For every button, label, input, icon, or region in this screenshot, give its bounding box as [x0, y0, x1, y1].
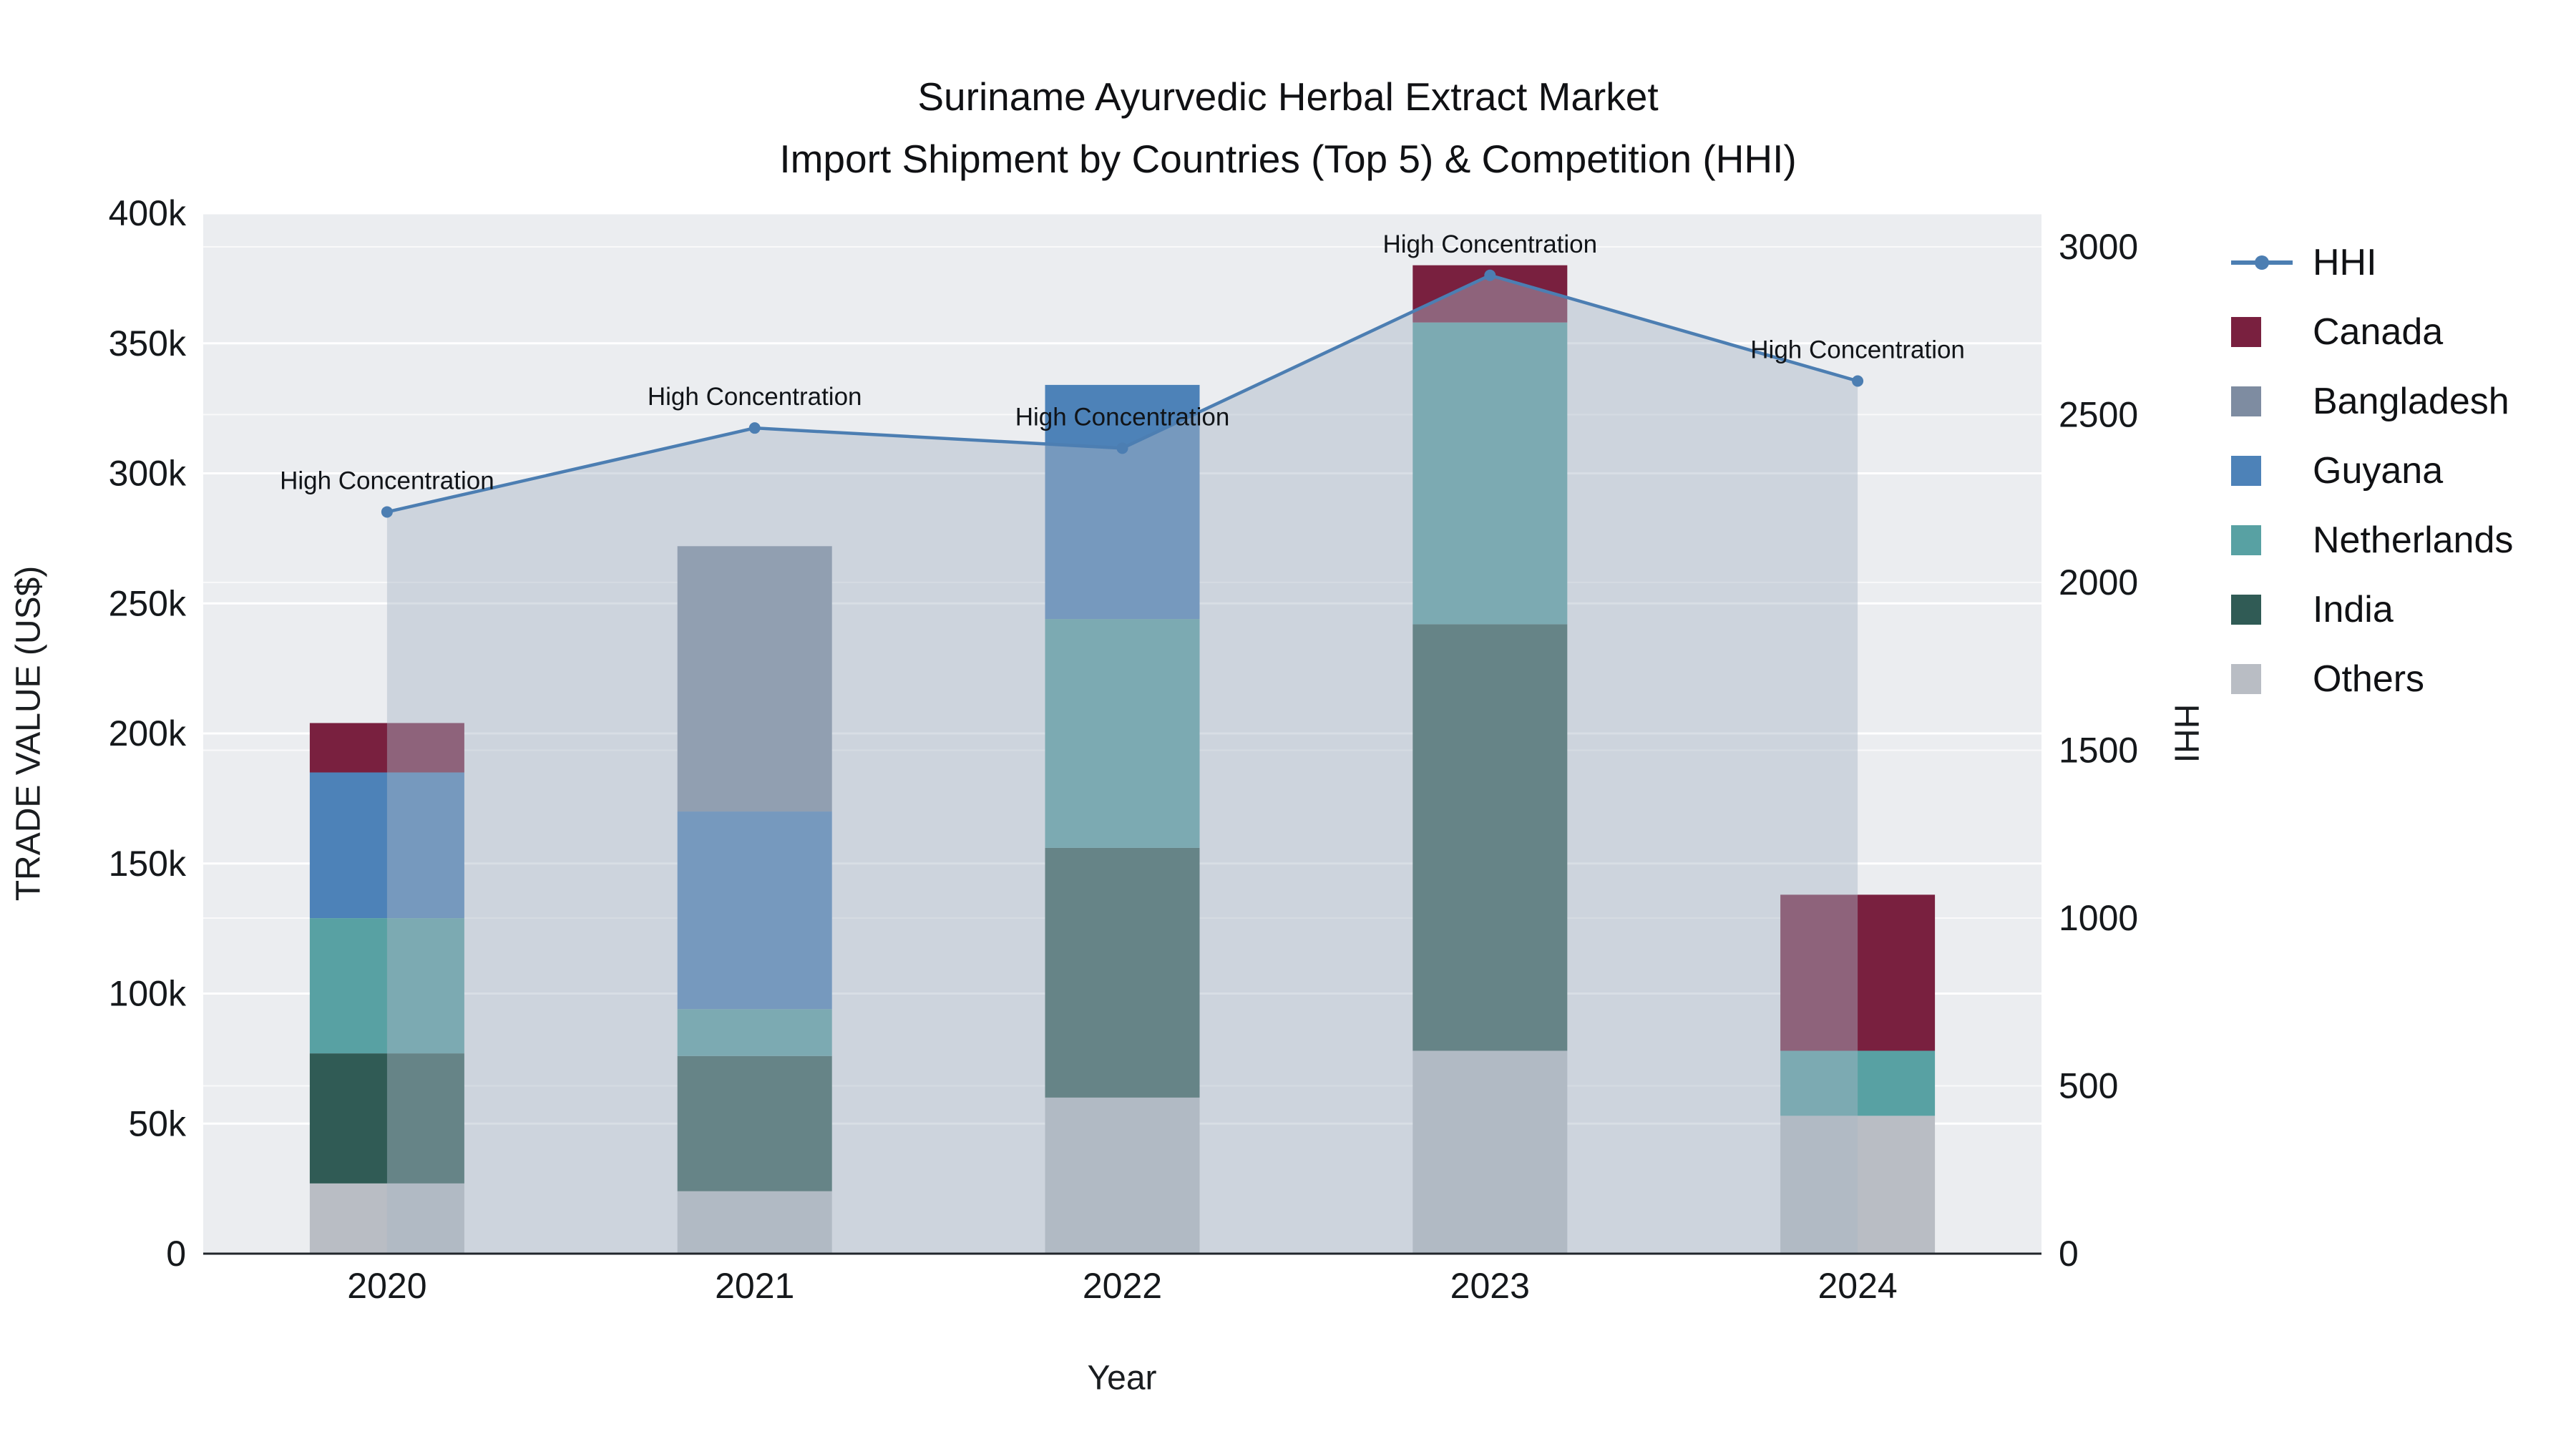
x-tick-label: 2021: [715, 1266, 794, 1306]
legend-item-india[interactable]: India: [2231, 575, 2513, 644]
y-right-tick-label: 3000: [2059, 227, 2138, 267]
legend-swatch: [2231, 455, 2294, 486]
chart-title: Suriname Ayurvedic Herbal Extract Market: [917, 74, 1659, 119]
bar-segment-bangladesh-2021: [677, 546, 832, 812]
y-left-tick-label: 300k: [109, 454, 187, 494]
bar-segment-india-2021: [677, 1055, 832, 1191]
bar-segment-netherlands-2020: [309, 918, 464, 1054]
legend: HHI Canada Bangladesh Guyana Netherlands Indi…: [2231, 228, 2513, 713]
legend-label: India: [2313, 588, 2394, 630]
bar-segment-others-2022: [1045, 1097, 1200, 1254]
x-tick-label: 2020: [347, 1266, 426, 1306]
legend-swatch: [2231, 386, 2294, 416]
legend-swatch: [2231, 316, 2294, 347]
legend-swatch: [2231, 525, 2294, 555]
legend-label: Bangladesh: [2313, 380, 2509, 422]
bar-segment-others-2023: [1413, 1050, 1568, 1254]
annotation-high-concentration: High Concentration: [1750, 336, 1965, 364]
x-axis-title: Year: [1087, 1359, 1157, 1397]
hhi-area: [386, 275, 1858, 1254]
legend-item-bangladesh[interactable]: Bangladesh: [2231, 366, 2513, 436]
legend-item-canada[interactable]: Canada: [2231, 297, 2513, 366]
bar-segment-canada-2024: [1780, 894, 1936, 1051]
y-right-tick-label: 2500: [2059, 394, 2138, 434]
annotation-high-concentration: High Concentration: [1015, 403, 1230, 431]
y-left-tick-label: 250k: [109, 583, 187, 623]
chart-subtitle: Import Shipment by Countries (Top 5) & C…: [779, 137, 1797, 181]
y-left-tick-label: 350k: [109, 323, 187, 364]
legend-label: Others: [2313, 658, 2425, 700]
annotation-high-concentration: High Concentration: [1382, 230, 1597, 258]
bar-segment-guyana-2020: [309, 772, 464, 919]
y-left-tick-label: 50k: [128, 1103, 187, 1143]
y-left-tick-label: 400k: [109, 193, 187, 233]
y-left-tick-label: 150k: [109, 844, 187, 884]
legend-item-guyana[interactable]: Guyana: [2231, 436, 2513, 505]
legend-label: Guyana: [2313, 449, 2444, 492]
bar-segment-india-2022: [1045, 847, 1200, 1098]
hhi-marker-2022: [1116, 442, 1128, 454]
legend-item-hhi[interactable]: HHI: [2231, 228, 2513, 297]
legend-swatch: [2231, 594, 2294, 625]
bar-segment-others-2020: [309, 1183, 464, 1254]
y-left-tick-label: 200k: [109, 713, 187, 753]
y-right-tick-label: 0: [2059, 1234, 2079, 1274]
legend-item-netherlands[interactable]: Netherlands: [2231, 505, 2513, 575]
y-left-tick-label: 100k: [109, 974, 187, 1014]
hhi-marker-2021: [748, 422, 761, 434]
bar-segment-netherlands-2022: [1045, 619, 1200, 848]
bar-segment-others-2021: [677, 1191, 832, 1254]
bar-segment-netherlands-2021: [677, 1009, 832, 1056]
x-tick-label: 2022: [1083, 1266, 1162, 1306]
hhi-marker-2023: [1484, 269, 1496, 281]
annotation-high-concentration: High Concentration: [648, 383, 862, 411]
legend-item-others[interactable]: Others: [2231, 644, 2513, 713]
legend-label: Canada: [2313, 311, 2444, 353]
bar-segment-netherlands-2024: [1780, 1050, 1936, 1116]
annotation-high-concentration: High Concentration: [280, 467, 494, 494]
legend-label: HHI: [2313, 241, 2377, 283]
y-right-tick-label: 2000: [2059, 562, 2138, 602]
bar-segment-netherlands-2023: [1413, 322, 1568, 625]
bar-segment-canada-2020: [309, 723, 464, 773]
x-tick-label: 2023: [1450, 1266, 1530, 1306]
bar-segment-others-2024: [1780, 1116, 1936, 1254]
bar-segment-guyana-2021: [677, 811, 832, 1010]
hhi-marker-2020: [381, 506, 393, 518]
y-right-tick-label: 1500: [2059, 730, 2138, 770]
legend-swatch: [2231, 663, 2294, 694]
y-right-tick-label: 1000: [2059, 898, 2138, 938]
x-tick-label: 2024: [1818, 1266, 1897, 1306]
y-left-tick-label: 0: [166, 1234, 186, 1274]
bar-segment-india-2020: [309, 1053, 464, 1184]
bar-segment-india-2023: [1413, 624, 1568, 1051]
legend-label: Netherlands: [2313, 519, 2514, 561]
y-right-tick-label: 500: [2059, 1065, 2118, 1106]
hhi-marker-2024: [1852, 375, 1864, 387]
legend-line-marker-dot: [2255, 255, 2269, 270]
legend-line-symbol: [2231, 255, 2294, 270]
